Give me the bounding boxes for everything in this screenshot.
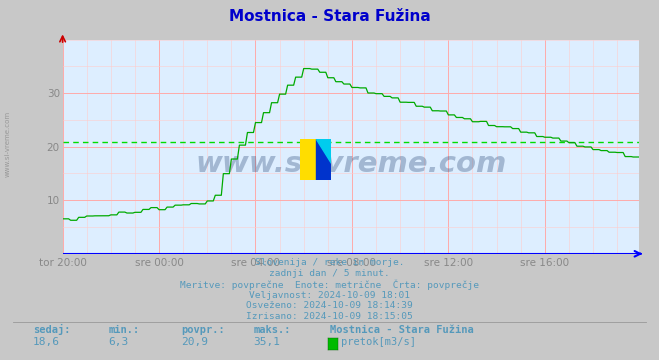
Text: Mostnica - Stara Fužina: Mostnica - Stara Fužina: [330, 325, 473, 335]
Text: Izrisano: 2024-10-09 18:15:05: Izrisano: 2024-10-09 18:15:05: [246, 312, 413, 321]
Text: www.si-vreme.com: www.si-vreme.com: [5, 111, 11, 177]
Text: Slovenija / reke in morje.: Slovenija / reke in morje.: [255, 258, 404, 267]
Text: pretok[m3/s]: pretok[m3/s]: [341, 337, 416, 347]
Text: 6,3: 6,3: [109, 337, 129, 347]
Text: 20,9: 20,9: [181, 337, 208, 347]
Text: 18,6: 18,6: [33, 337, 60, 347]
Text: min.:: min.:: [109, 325, 140, 335]
Text: zadnji dan / 5 minut.: zadnji dan / 5 minut.: [269, 269, 390, 278]
Text: 35,1: 35,1: [254, 337, 281, 347]
Polygon shape: [316, 139, 331, 180]
Polygon shape: [316, 139, 331, 163]
Text: Veljavnost: 2024-10-09 18:01: Veljavnost: 2024-10-09 18:01: [249, 291, 410, 300]
Text: www.si-vreme.com: www.si-vreme.com: [195, 150, 507, 178]
Text: Mostnica - Stara Fužina: Mostnica - Stara Fužina: [229, 9, 430, 24]
Text: maks.:: maks.:: [254, 325, 291, 335]
Text: Osveženo: 2024-10-09 18:14:39: Osveženo: 2024-10-09 18:14:39: [246, 301, 413, 310]
Text: Meritve: povprečne  Enote: metrične  Črta: povprečje: Meritve: povprečne Enote: metrične Črta:…: [180, 279, 479, 290]
Text: povpr.:: povpr.:: [181, 325, 225, 335]
Text: sedaj:: sedaj:: [33, 324, 71, 335]
Polygon shape: [300, 139, 316, 180]
